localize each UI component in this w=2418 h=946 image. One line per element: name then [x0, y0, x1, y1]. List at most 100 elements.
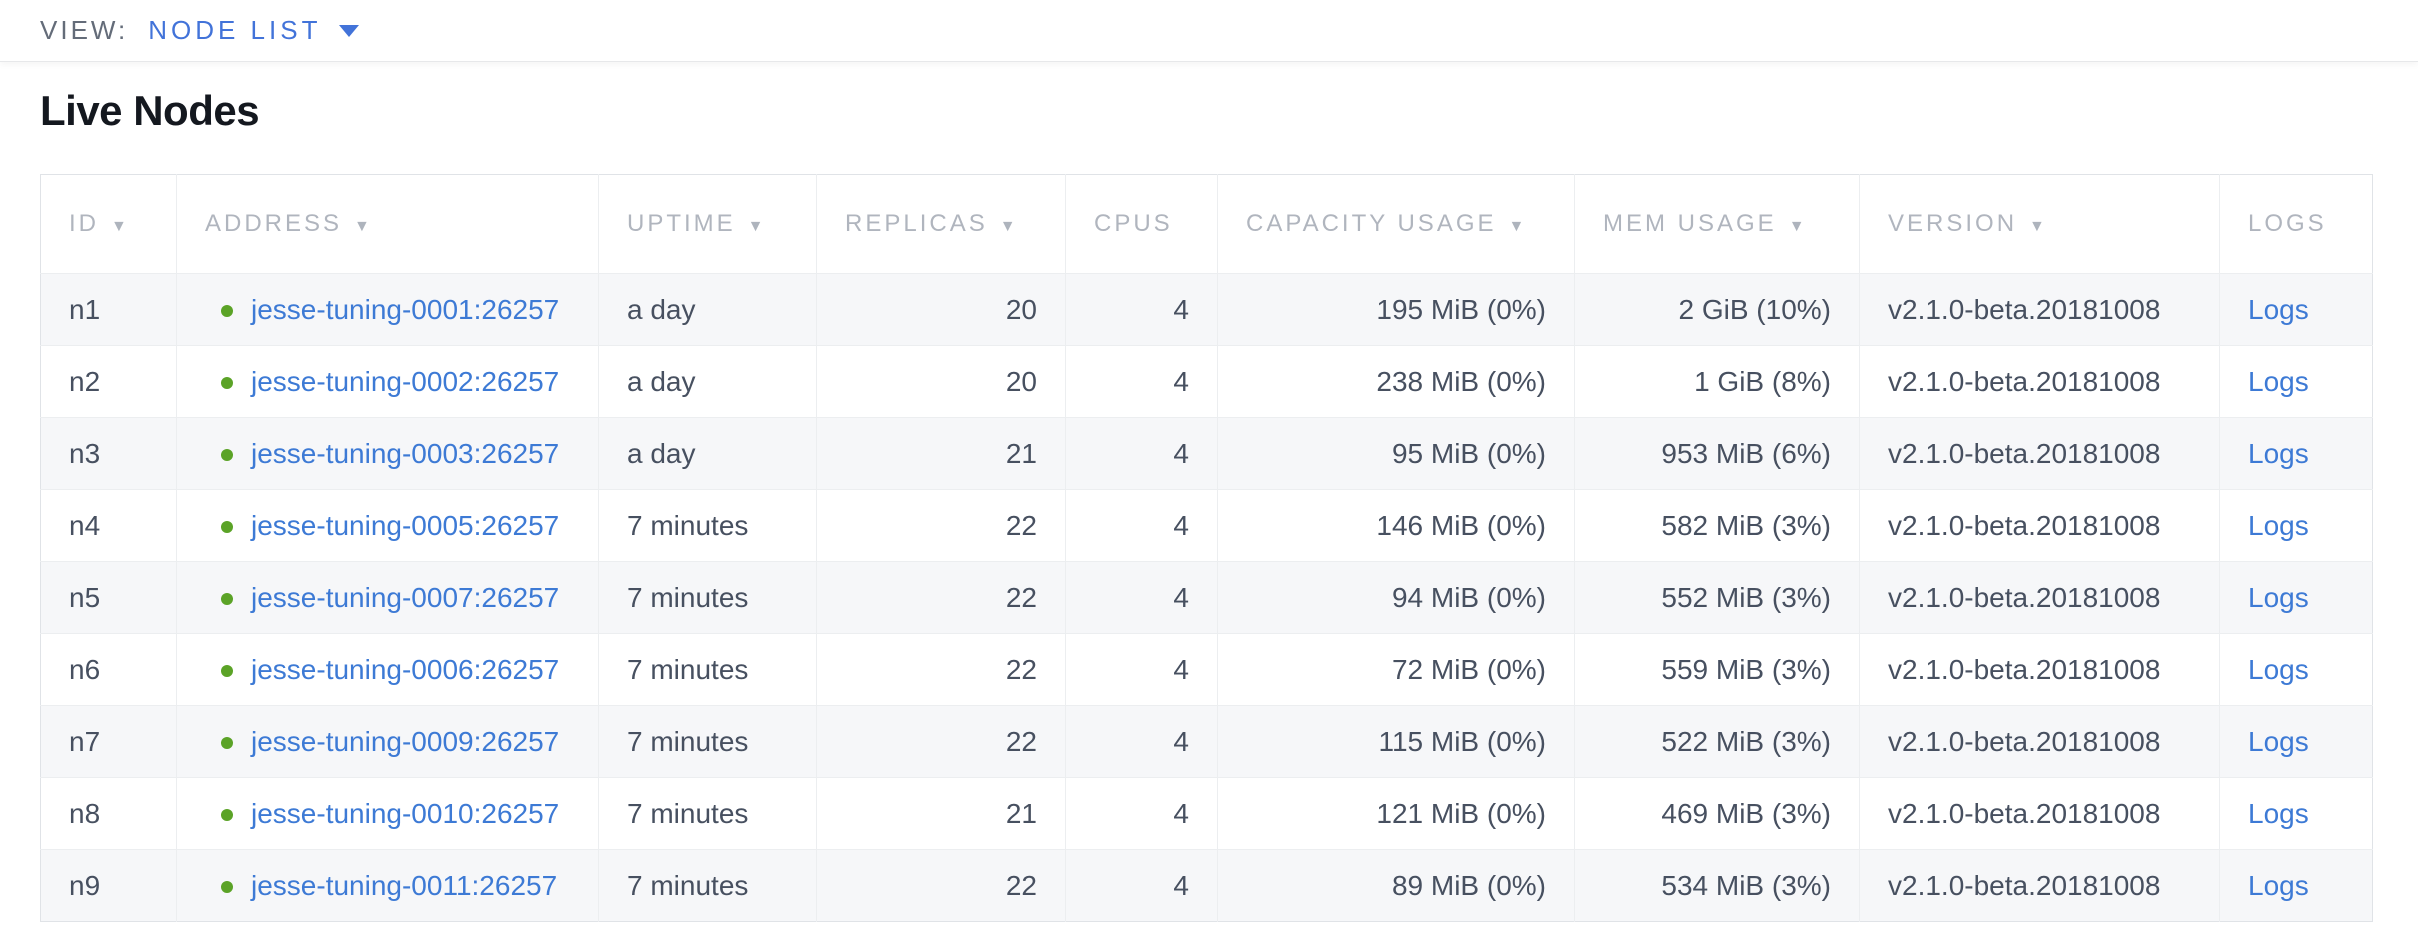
- table-row: n7 jesse-tuning-0009:26257 7 minutes 22 4 115…: [40, 705, 2373, 778]
- cell-logs: Logs: [2219, 849, 2373, 922]
- address-link[interactable]: jesse-tuning-0005:26257: [251, 509, 560, 541]
- address-link[interactable]: jesse-tuning-0001:26257: [251, 293, 560, 325]
- address-link[interactable]: jesse-tuning-0011:26257: [251, 869, 558, 901]
- cell-capacity: 94 MiB (0%): [1217, 561, 1575, 634]
- cell-mem: 1 GiB (8%): [1574, 345, 1860, 418]
- table-row: n9 jesse-tuning-0011:26257 7 minutes 22 4 89 …: [40, 849, 2373, 922]
- cell-cpus: 4: [1065, 705, 1218, 778]
- cell-id: n9: [40, 849, 177, 922]
- cell-mem: 559 MiB (3%): [1574, 633, 1860, 706]
- sort-desc-icon: ▼: [2029, 218, 2045, 235]
- sort-desc-icon: ▼: [747, 218, 764, 235]
- address-link[interactable]: jesse-tuning-0006:26257: [251, 653, 560, 685]
- cell-capacity: 146 MiB (0%): [1217, 489, 1575, 562]
- cell-uptime: 7 minutes: [598, 777, 817, 850]
- address-link[interactable]: jesse-tuning-0010:26257: [251, 797, 560, 829]
- cell-address: jesse-tuning-0010:26257: [176, 777, 599, 850]
- live-status-icon: [221, 736, 233, 749]
- cell-address: jesse-tuning-0007:26257: [176, 561, 599, 634]
- sort-desc-icon: ▼: [1788, 218, 1805, 235]
- logs-link[interactable]: Logs: [2248, 365, 2309, 397]
- view-selector[interactable]: NODE LIST: [148, 15, 360, 46]
- logs-link[interactable]: Logs: [2248, 509, 2309, 541]
- logs-link[interactable]: Logs: [2248, 653, 2309, 685]
- cell-address: jesse-tuning-0009:26257: [176, 705, 599, 778]
- logs-link[interactable]: Logs: [2248, 437, 2309, 469]
- cell-version: v2.1.0-beta.20181008: [1859, 273, 2220, 346]
- table-row: n1 jesse-tuning-0001:26257 a day 20 4 195 MiB…: [40, 273, 2373, 346]
- cell-capacity: 115 MiB (0%): [1217, 705, 1575, 778]
- cell-replicas: 20: [816, 273, 1066, 346]
- cell-replicas: 22: [816, 633, 1066, 706]
- cell-id: n1: [40, 273, 177, 346]
- column-label-id: ID: [69, 210, 99, 237]
- cell-cpus: 4: [1065, 273, 1218, 346]
- live-status-icon: [221, 448, 233, 461]
- table-header-row: ID ▼ ADDRESS ▼ UPTIME ▼ REPLICAS ▼ CPUS CAPACITY …: [40, 174, 2373, 274]
- cell-version: v2.1.0-beta.20181008: [1859, 345, 2220, 418]
- cell-logs: Logs: [2219, 633, 2373, 706]
- cell-capacity: 121 MiB (0%): [1217, 777, 1575, 850]
- cell-replicas: 22: [816, 849, 1066, 922]
- cell-version: v2.1.0-beta.20181008: [1859, 417, 2220, 490]
- logs-link[interactable]: Logs: [2248, 797, 2309, 829]
- column-label-capacity: CAPACITY USAGE: [1246, 210, 1497, 237]
- address-link[interactable]: jesse-tuning-0002:26257: [251, 365, 560, 397]
- column-header-cpus: CPUS: [1065, 174, 1218, 274]
- cell-logs: Logs: [2219, 705, 2373, 778]
- cell-logs: Logs: [2219, 273, 2373, 346]
- logs-link[interactable]: Logs: [2248, 725, 2309, 757]
- cell-id: n2: [40, 345, 177, 418]
- cell-mem: 953 MiB (6%): [1574, 417, 1860, 490]
- table-row: n2 jesse-tuning-0002:26257 a day 20 4 238 MiB…: [40, 345, 2373, 418]
- cell-capacity: 72 MiB (0%): [1217, 633, 1575, 706]
- table-body: n1 jesse-tuning-0001:26257 a day 20 4 195 MiB…: [40, 273, 2373, 922]
- live-status-icon: [221, 880, 233, 893]
- cell-uptime: 7 minutes: [598, 561, 817, 634]
- cell-logs: Logs: [2219, 777, 2373, 850]
- cell-cpus: 4: [1065, 777, 1218, 850]
- cell-mem: 552 MiB (3%): [1574, 561, 1860, 634]
- cell-mem: 582 MiB (3%): [1574, 489, 1860, 562]
- cell-version: v2.1.0-beta.20181008: [1859, 705, 2220, 778]
- address-link[interactable]: jesse-tuning-0009:26257: [251, 725, 560, 757]
- cell-id: n7: [40, 705, 177, 778]
- cell-cpus: 4: [1065, 633, 1218, 706]
- cell-replicas: 21: [816, 777, 1066, 850]
- column-header-id[interactable]: ID ▼: [40, 174, 177, 274]
- column-label-uptime: UPTIME: [627, 210, 736, 237]
- live-nodes-table-container: ID ▼ ADDRESS ▼ UPTIME ▼ REPLICAS ▼ CPUS CAPACITY …: [40, 174, 2373, 922]
- column-header-capacity[interactable]: CAPACITY USAGE ▼: [1217, 174, 1575, 274]
- address-link[interactable]: jesse-tuning-0007:26257: [251, 581, 560, 613]
- column-label-logs: LOGS: [2248, 210, 2327, 237]
- view-bar: VIEW: NODE LIST: [0, 0, 2418, 62]
- cell-capacity: 95 MiB (0%): [1217, 417, 1575, 490]
- sort-desc-icon: ▼: [999, 218, 1016, 235]
- cell-id: n6: [40, 633, 177, 706]
- cell-uptime: a day: [598, 417, 817, 490]
- cell-capacity: 238 MiB (0%): [1217, 345, 1575, 418]
- cell-logs: Logs: [2219, 345, 2373, 418]
- cell-version: v2.1.0-beta.20181008: [1859, 633, 2220, 706]
- logs-link[interactable]: Logs: [2248, 581, 2309, 613]
- live-status-icon: [221, 664, 233, 677]
- column-header-uptime[interactable]: UPTIME ▼: [598, 174, 817, 274]
- column-header-replicas[interactable]: REPLICAS ▼: [816, 174, 1066, 274]
- address-link[interactable]: jesse-tuning-0003:26257: [251, 437, 560, 469]
- column-header-mem[interactable]: MEM USAGE ▼: [1574, 174, 1860, 274]
- column-header-address[interactable]: ADDRESS ▼: [176, 174, 599, 274]
- cell-replicas: 22: [816, 489, 1066, 562]
- cell-uptime: 7 minutes: [598, 633, 817, 706]
- column-header-version[interactable]: VERSION ▼: [1859, 174, 2220, 274]
- cell-logs: Logs: [2219, 489, 2373, 562]
- cell-uptime: 7 minutes: [598, 705, 817, 778]
- logs-link[interactable]: Logs: [2248, 869, 2309, 901]
- table-head: ID ▼ ADDRESS ▼ UPTIME ▼ REPLICAS ▼ CPUS CAPACITY …: [40, 174, 2373, 274]
- table-row: n3 jesse-tuning-0003:26257 a day 21 4 95 MiB …: [40, 417, 2373, 490]
- logs-link[interactable]: Logs: [2248, 293, 2309, 325]
- cell-address: jesse-tuning-0003:26257: [176, 417, 599, 490]
- cell-address: jesse-tuning-0011:26257: [176, 849, 599, 922]
- cell-address: jesse-tuning-0005:26257: [176, 489, 599, 562]
- column-label-cpus: CPUS: [1094, 210, 1173, 237]
- cell-replicas: 20: [816, 345, 1066, 418]
